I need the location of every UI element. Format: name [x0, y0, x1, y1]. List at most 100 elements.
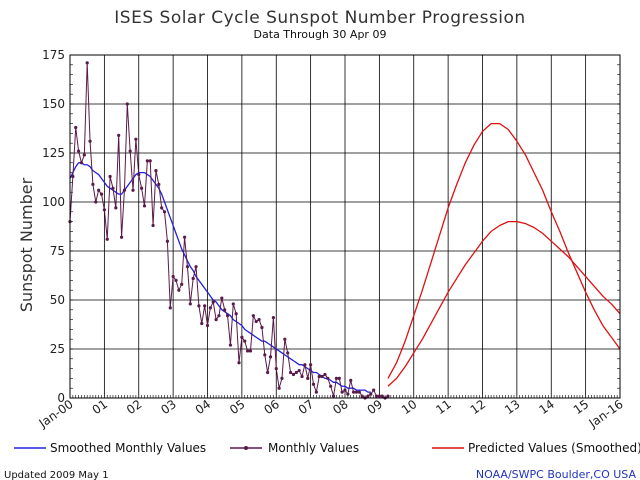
monthly-point	[377, 394, 381, 398]
monthly-point	[171, 274, 175, 279]
x-tick-label: 07	[296, 397, 317, 417]
monthly-point	[248, 349, 253, 353]
monthly-point	[300, 374, 304, 379]
monthly-point	[99, 192, 104, 196]
monthly-point	[131, 188, 135, 192]
y-tick-label: 50	[50, 293, 65, 307]
monthly-point	[274, 367, 278, 371]
monthly-point	[266, 370, 270, 375]
x-tick-label: Jan-16	[586, 397, 626, 431]
monthly-point	[306, 376, 310, 380]
monthly-point	[268, 355, 273, 359]
monthly-point	[243, 339, 247, 343]
monthly-point	[231, 302, 235, 306]
monthly-point	[286, 351, 290, 355]
monthly-point	[283, 337, 287, 341]
series-layer	[68, 61, 621, 400]
monthly-point	[160, 206, 164, 210]
y-tick-label: 125	[42, 146, 65, 160]
monthly-point	[205, 323, 210, 328]
x-tick-label: 02	[124, 397, 145, 417]
monthly-point	[223, 308, 227, 312]
monthly-point	[360, 394, 364, 398]
monthly-point	[148, 159, 152, 163]
monthly-point	[76, 149, 81, 153]
x-tick-label: 13	[502, 397, 523, 417]
legend-monthly-marker	[244, 446, 248, 450]
monthly-point	[246, 349, 250, 353]
monthly-point	[102, 208, 106, 212]
monthly-point	[331, 394, 336, 398]
monthly-point	[309, 363, 313, 367]
monthly-point	[366, 394, 370, 398]
monthly-point	[211, 300, 215, 304]
monthly-point	[168, 306, 172, 310]
monthly-point	[94, 200, 98, 204]
monthly-point	[374, 394, 379, 398]
monthly-point	[320, 374, 324, 379]
monthly-point	[125, 102, 129, 106]
monthly-point	[134, 137, 138, 141]
monthly-point	[208, 306, 212, 310]
monthly-point	[317, 374, 321, 379]
monthly-point	[257, 318, 261, 322]
monthly-point	[326, 376, 330, 380]
monthly-point	[343, 388, 347, 392]
monthly-point	[91, 182, 95, 186]
monthly-point	[188, 302, 192, 306]
x-tick-label: 15	[571, 397, 592, 417]
monthly-point	[82, 153, 86, 157]
y-tick-label: 100	[42, 195, 65, 209]
x-tick-label: 01	[90, 397, 111, 417]
smoothed-series-line	[69, 162, 371, 393]
x-tick-label: 06	[261, 397, 282, 417]
x-tick-label: Jan-00	[36, 397, 76, 431]
monthly-point	[369, 392, 373, 396]
updated-text: Updated 2009 May 1	[4, 470, 109, 480]
monthly-point	[340, 390, 344, 394]
x-tick-label: 09	[365, 397, 386, 417]
monthly-point	[237, 361, 241, 365]
monthly-point	[323, 372, 327, 377]
monthly-point	[200, 321, 204, 326]
y-tick-label: 150	[42, 97, 65, 111]
monthly-point	[386, 394, 390, 398]
monthly-point	[303, 363, 307, 367]
monthly-point	[357, 390, 361, 394]
monthly-point	[71, 174, 75, 179]
monthly-point	[240, 335, 244, 339]
x-tick-label: 10	[399, 397, 420, 417]
monthly-point	[154, 169, 158, 173]
monthly-point	[119, 235, 124, 239]
monthly-point	[197, 304, 201, 308]
monthly-point	[337, 376, 341, 380]
monthly-point	[271, 316, 275, 320]
monthly-point	[220, 296, 224, 300]
monthly-point	[251, 314, 255, 318]
monthly-point	[122, 188, 127, 192]
y-tick-label: 175	[42, 48, 65, 62]
monthly-point	[334, 376, 339, 380]
monthly-point	[311, 382, 316, 386]
monthly-point	[111, 186, 115, 190]
x-tick-label: 08	[330, 397, 351, 417]
monthly-point	[354, 390, 359, 394]
monthly-point	[346, 392, 350, 396]
monthly-point	[228, 343, 233, 347]
x-tick-label: 14	[536, 397, 557, 417]
monthly-point	[260, 325, 264, 330]
monthly-point	[142, 204, 147, 208]
monthly-point	[191, 276, 195, 281]
monthly-point	[214, 318, 218, 322]
x-tick-label: 12	[468, 397, 489, 417]
chart-title: ISES Solar Cycle Sunspot Number Progress…	[114, 8, 525, 28]
monthly-point	[79, 161, 84, 165]
x-tick-label: 04	[193, 397, 214, 417]
monthly-point	[165, 239, 169, 243]
monthly-point	[114, 206, 118, 210]
monthly-point	[108, 174, 112, 179]
monthly-point	[85, 61, 89, 65]
monthly-point	[297, 368, 301, 373]
monthly-series-line	[69, 62, 389, 399]
